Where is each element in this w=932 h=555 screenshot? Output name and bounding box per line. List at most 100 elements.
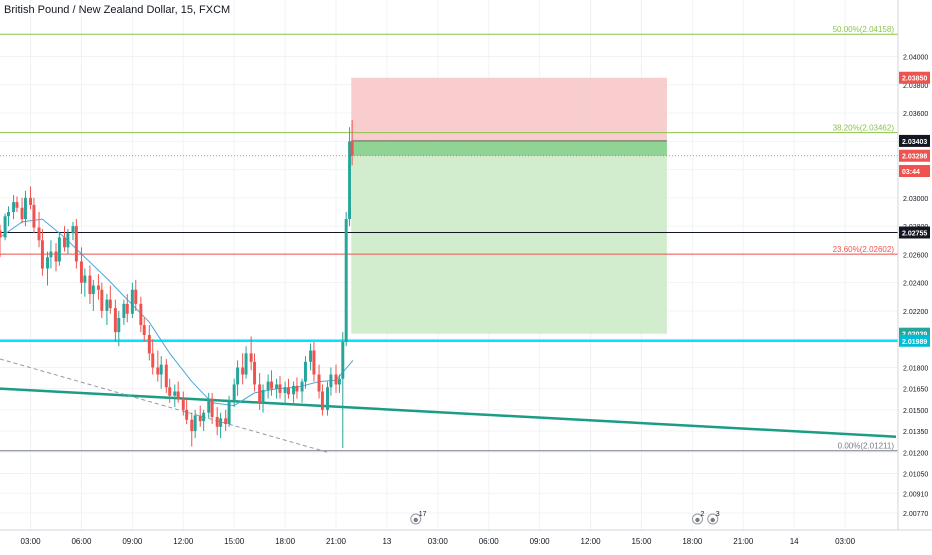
candle-body [100,289,104,311]
candle-body [287,387,290,395]
candle-body [74,226,78,262]
time-tick-label: 06:00 [71,537,92,546]
time-tick-label: 21:00 [733,537,754,546]
candle-body [300,381,304,392]
candle-body [96,285,100,290]
candle-body [0,230,2,238]
price-tick-label: 2.00910 [903,491,928,498]
candle-body [63,237,66,248]
price-tick-label: 2.03600 [903,111,928,118]
candle-body [253,361,257,385]
candle-body [71,226,75,234]
candle-body [176,391,180,399]
price-tag [899,71,930,84]
candle-body [79,261,83,283]
stop-loss-zone [351,77,667,141]
candle-body [278,384,282,393]
candle-body [108,299,112,309]
candle-body [241,367,245,375]
price-tick-label: 2.01650 [903,387,928,394]
price-tick-label: 2.00770 [903,511,928,518]
event-marker-count: 2 [700,511,704,518]
candle-body [151,353,155,368]
price-tick-label: 2.03000 [903,196,928,203]
price-tag-label: 2.01989 [902,339,927,346]
price-tick-label: 2.01800 [903,365,928,372]
candle-body [7,212,10,217]
price-tick-label: 2.01050 [903,471,928,478]
candle-body [270,381,273,389]
candle-body [185,409,189,420]
price-tag-label: 03:44 [902,169,920,176]
candle-body [168,387,172,396]
price-tag [899,334,930,347]
price-axis-panel [898,0,932,550]
candle-body [309,350,313,362]
candle-body [122,303,126,318]
candle-body [227,399,231,424]
time-tick-label: 14 [790,537,799,546]
fib-level-label: 38.20%(2.03462) [833,124,895,133]
price-tag-label: 2.03403 [902,139,927,146]
time-tick-label: 21:00 [326,537,347,546]
candle-body [49,251,53,258]
candle-body [125,303,129,314]
candle-body [29,197,33,205]
candle-body [341,342,345,379]
candle-body [23,197,27,220]
candle-body [224,418,228,424]
candle-body [117,318,121,333]
candle-body [236,367,240,385]
candle-body [320,391,324,410]
time-tick-label: 12:00 [173,537,194,546]
time-tick-label: 15:00 [224,537,245,546]
event-marker-dot [695,517,700,523]
price-tag-label: 2.02755 [902,230,927,237]
candle-body [147,334,151,354]
price-tag [899,226,930,239]
candle-body [303,361,307,382]
candle-body [312,350,316,375]
candle-body [266,381,270,391]
time-tick-label: 18:00 [275,537,296,546]
candle-body [334,374,338,385]
time-tick-label: 12:00 [581,537,602,546]
candle-body [193,415,197,432]
time-tick-label: 06:00 [479,537,500,546]
candle-body [283,387,287,393]
candle-body [173,391,177,396]
candle-body [295,385,299,392]
candle-body [337,378,341,385]
candle-body [40,240,44,269]
candle-body [113,308,117,333]
candle-body [232,384,236,400]
candle-body [219,418,223,427]
candle-body [207,398,211,413]
candle-body [181,398,185,410]
candle-body [159,364,163,375]
candle-body [130,289,134,314]
event-marker-count: 3 [716,511,720,518]
candle-body [244,353,248,375]
candle-body [3,216,7,238]
time-tick-label: 18:00 [682,537,703,546]
candle-body [350,141,354,156]
candle-body [210,398,214,417]
price-tick-label: 2.02400 [903,281,928,288]
symbol-title: British Pound / New Zealand Dollar, 15, … [4,4,231,16]
candle-body [164,364,168,388]
candle-body [198,415,202,422]
candle-body [292,385,296,395]
trendline [0,387,897,438]
candle-body [83,275,87,283]
event-marker-count: 17 [419,511,427,518]
candle-body [215,416,219,427]
price-tick-label: 2.01350 [903,429,928,436]
candle-body [37,227,41,241]
time-tick-label: 03:00 [21,537,42,546]
time-tick-label: 09:00 [122,537,143,546]
candle-body [326,387,329,410]
candle-body [139,303,143,326]
